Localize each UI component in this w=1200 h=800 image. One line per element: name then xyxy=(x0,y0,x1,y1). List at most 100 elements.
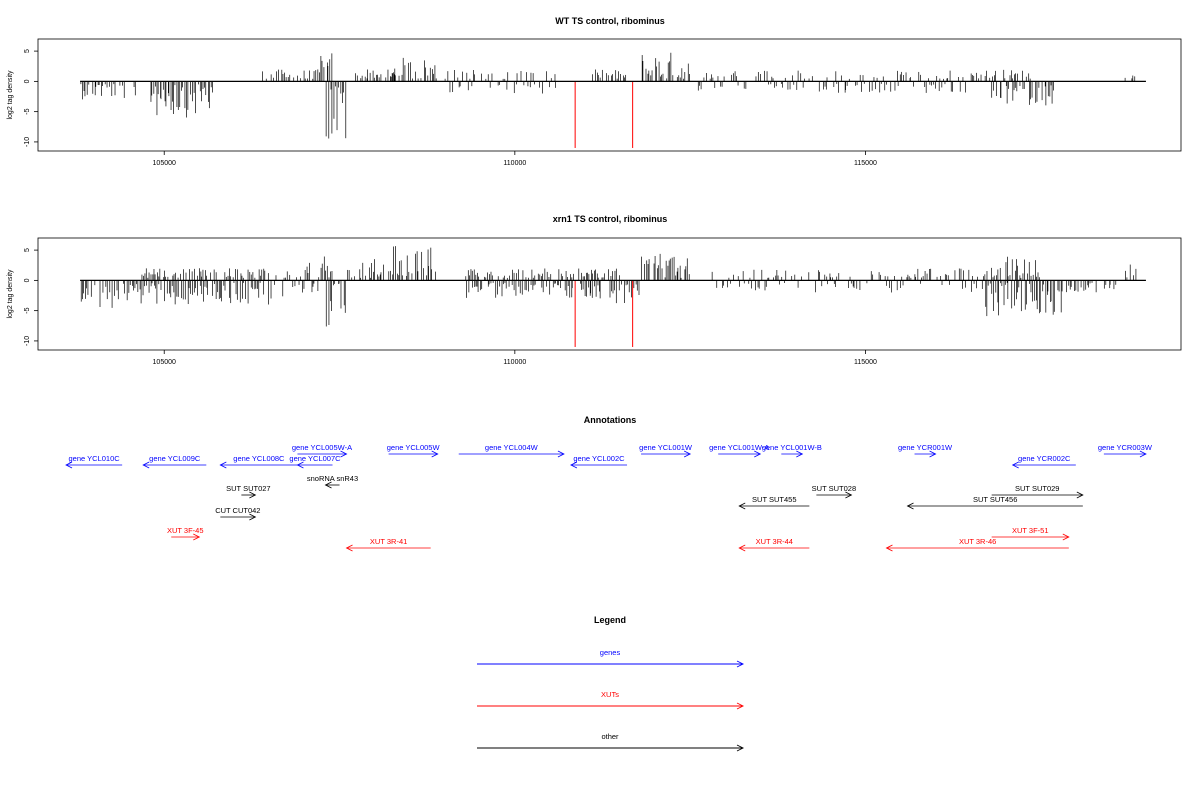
xut-feature: XUT 3R-41 xyxy=(345,537,431,552)
gene-feature: gene YCR001W xyxy=(898,443,953,458)
legend-arrow-head xyxy=(736,660,745,668)
feature-label: gene YCL009C xyxy=(149,454,201,463)
x-tick-label: 115000 xyxy=(854,359,877,366)
y-tick-label: 5 xyxy=(24,248,31,252)
gene-feature: gene YCL005W xyxy=(387,443,441,458)
feature-label: SUT SUT029 xyxy=(1015,484,1059,493)
arrow-head xyxy=(142,461,150,469)
legend-arrow-head xyxy=(736,702,745,710)
wt-track-panel: WT TS control, ribominus log2 tag densit… xyxy=(7,16,1182,167)
feature-label: XUT 3R-44 xyxy=(756,537,793,546)
feature-label: SUT SUT027 xyxy=(226,484,270,493)
x-tick-label: 115000 xyxy=(854,160,877,167)
feature-label: XUT 3R-41 xyxy=(370,537,407,546)
y-tick-label: 0 xyxy=(24,278,31,282)
xrn1-track-ylabel: log2 tag density xyxy=(7,269,14,319)
legend-title: Legend xyxy=(594,615,626,625)
legend-entry-gene: genes xyxy=(477,648,745,668)
x-tick-label: 105000 xyxy=(153,160,176,167)
arrow-head xyxy=(906,502,914,510)
gene-feature: gene YCL007C xyxy=(289,454,341,469)
arrow-head xyxy=(738,544,746,552)
arrow-head xyxy=(738,502,746,510)
arrow-head xyxy=(65,461,73,469)
feature-label: SUT SUT455 xyxy=(752,495,796,504)
xrn1-track-frame xyxy=(37,237,1182,351)
feature-label: snoRNA snR43 xyxy=(307,474,358,483)
xut-feature: XUT 3R-46 xyxy=(885,537,1069,552)
gene-feature: gene YCL008C xyxy=(219,454,298,469)
xut-feature: XUT 3F-51 xyxy=(991,526,1070,541)
arrow-head xyxy=(345,544,353,552)
feature-label: gene YCL001W-B xyxy=(762,443,822,452)
annotation-features: gene YCL010C gene YCL009C gene YCL008C gene… xyxy=(65,443,1153,552)
arrow-head xyxy=(431,450,439,458)
arrow-head xyxy=(796,450,804,458)
annotations-section: Annotations gene YCL010C gene YCL009C gene… xyxy=(65,415,1153,552)
feature-label: gene YCL002C xyxy=(573,454,625,463)
feature-label: gene YCR003W xyxy=(1098,443,1153,452)
arrow-head xyxy=(249,491,257,499)
wt-track-frame xyxy=(37,38,1182,152)
arrow-head xyxy=(683,450,692,458)
arrow-head xyxy=(219,461,227,469)
other-feature: SUT SUT028 xyxy=(812,484,856,499)
x-tick-label: 110000 xyxy=(503,359,526,366)
wt-track-bars xyxy=(80,52,1136,148)
feature-label: gene YCL007C xyxy=(289,454,341,463)
other-feature: SUT SUT029 xyxy=(991,484,1084,499)
other-feature: snoRNA snR43 xyxy=(307,474,358,489)
other-feature: CUT CUT042 xyxy=(215,506,260,521)
gene-feature: gene YCL001W-A xyxy=(709,443,769,458)
feature-label: XUT 3F-51 xyxy=(1012,526,1049,535)
arrow-head xyxy=(1062,533,1070,541)
legend-label: XUTs xyxy=(601,690,619,699)
legend-entries: genes XUTs other xyxy=(477,648,745,752)
y-tick-label: -5 xyxy=(24,307,31,313)
other-feature: SUT SUT455 xyxy=(738,495,810,510)
wt-track-title: WT TS control, ribominus xyxy=(555,16,665,26)
legend-label: other xyxy=(601,732,619,741)
gene-feature: gene YCL002C xyxy=(570,454,628,469)
feature-label: CUT CUT042 xyxy=(215,506,260,515)
feature-label: gene YCL001W-A xyxy=(709,443,769,452)
feature-label: gene YCR001W xyxy=(898,443,953,452)
legend-arrow-head xyxy=(736,744,745,752)
feature-label: gene YCR002C xyxy=(1018,454,1071,463)
arrow-head xyxy=(1011,461,1019,469)
legend-label: genes xyxy=(600,648,621,657)
arrow-head xyxy=(1139,450,1147,458)
other-feature: SUT SUT456 xyxy=(906,495,1083,510)
wt-track-ylabel: log2 tag density xyxy=(7,70,14,120)
gene-feature: gene YCL009C xyxy=(142,454,207,469)
feature-label: gene YCL005W xyxy=(387,443,441,452)
y-tick-label: -5 xyxy=(24,108,31,114)
gene-feature: gene YCL010C xyxy=(65,454,123,469)
feature-label: gene YCL005W-A xyxy=(292,443,352,452)
y-tick-label: 5 xyxy=(24,49,31,53)
x-tick-label: 110000 xyxy=(503,160,526,167)
xut-feature: XUT 3F-45 xyxy=(167,526,204,541)
arrow-head xyxy=(1076,491,1084,499)
feature-label: XUT 3R-46 xyxy=(959,537,996,546)
legend-entry-other: other xyxy=(477,732,745,752)
legend-section: Legend genes XUTs other xyxy=(477,615,745,752)
gene-feature: gene YCR002C xyxy=(1011,454,1076,469)
legend-entry-xut: XUTs xyxy=(477,690,745,710)
arrow-head xyxy=(929,450,937,458)
gene-feature: gene YCR003W xyxy=(1098,443,1153,458)
feature-label: SUT SUT028 xyxy=(812,484,856,493)
arrow-head xyxy=(754,450,762,458)
arrow-head xyxy=(340,450,348,458)
feature-label: gene YCL008C xyxy=(233,454,285,463)
arrow-head xyxy=(296,461,304,469)
feature-label: gene YCL004W xyxy=(485,443,539,452)
y-tick-label: -10 xyxy=(24,137,31,147)
feature-label: SUT SUT456 xyxy=(973,495,1017,504)
gene-feature: gene YCL001W-B xyxy=(762,443,822,458)
xrn1-track-bars xyxy=(80,246,1137,347)
arrow-head xyxy=(570,461,578,469)
xrn1-track-panel: xrn1 TS control, ribominus log2 tag dens… xyxy=(7,214,1182,366)
